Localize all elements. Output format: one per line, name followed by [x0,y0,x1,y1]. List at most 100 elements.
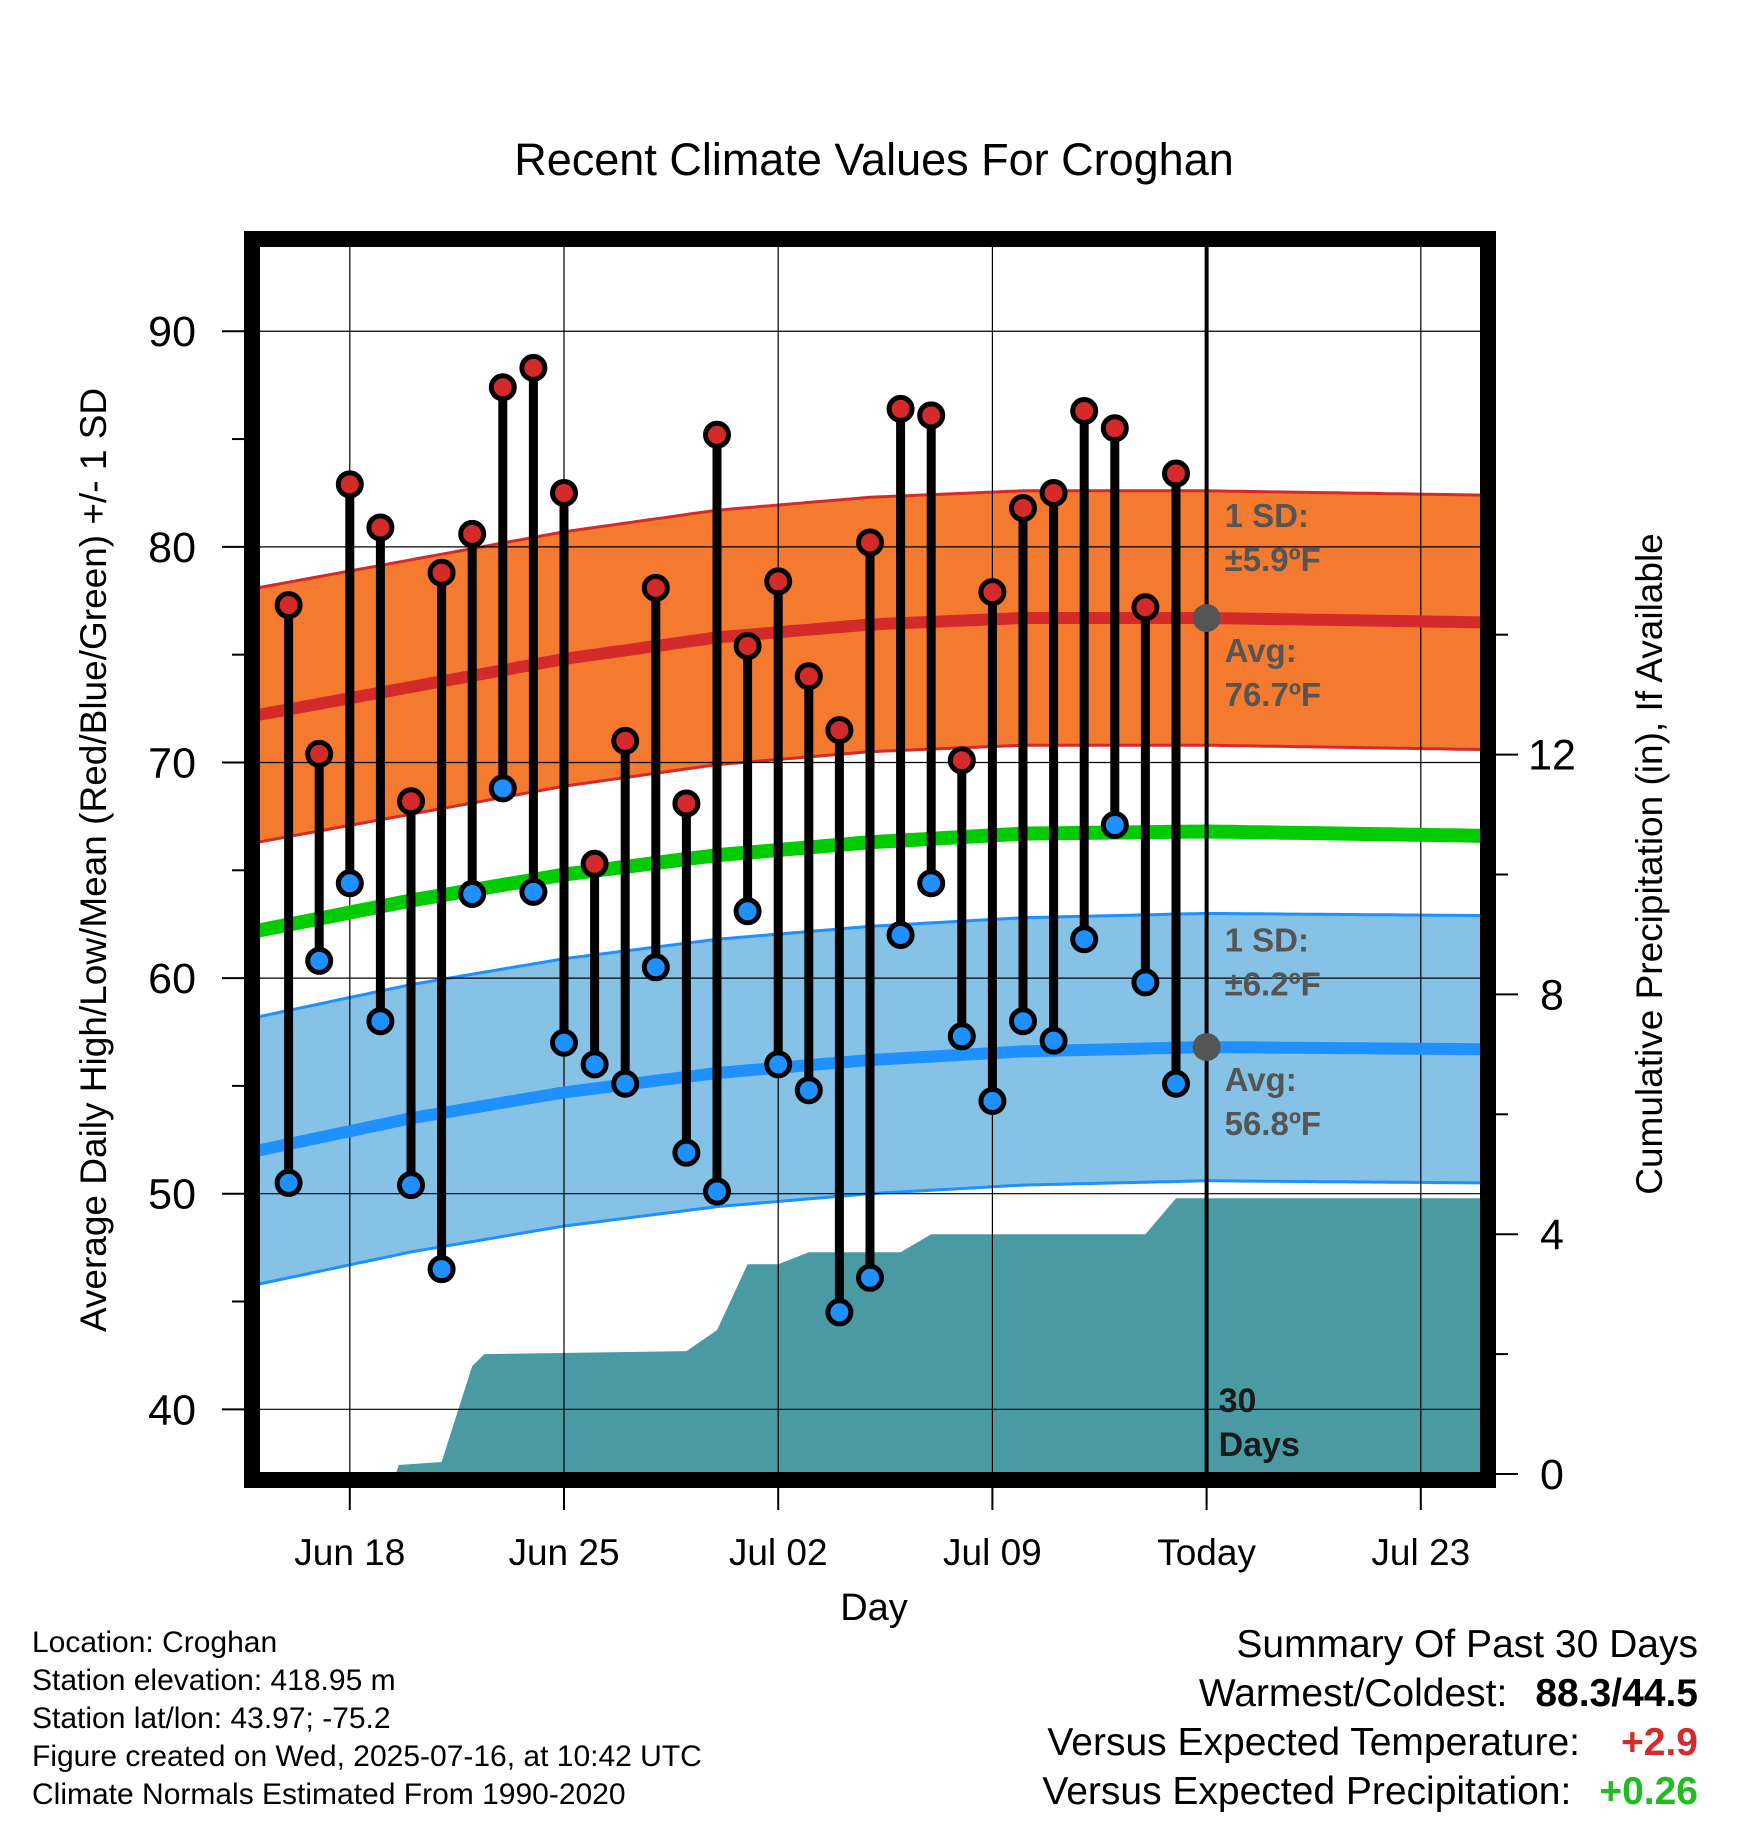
y-axis-right-label: Cumulative Precipitation (in), If Availa… [1629,533,1670,1195]
high-point-26 [1039,478,1068,507]
high-point-24 [978,578,1007,607]
warm-cold-label: Warmest/Coldest: [1198,1672,1508,1715]
high-point-3 [335,470,364,499]
y-left-tick-label-40: 40 [148,1386,196,1434]
low-point-9 [519,877,548,906]
high-point-5 [397,787,425,816]
high-sd-label: 1 SD: [1225,497,1309,534]
period-label-days: Days [1219,1426,1300,1464]
y-left-tick-label-70: 70 [148,739,196,787]
high-point-9 [519,353,548,382]
temp-label: Versus Expected Temperature: [1047,1721,1580,1764]
low-point-24 [978,1086,1007,1115]
high-point-18 [794,662,823,691]
warm-cold-value: 88.3/44.5 [1535,1672,1698,1715]
precip-value: +0.26 [1599,1770,1698,1813]
summary-warm-cold: Warmest/Coldest: 88.3/44.5 [1042,1669,1698,1718]
high-point-19 [825,716,854,745]
summary-temp: Versus Expected Temperature: +2.9 [1042,1718,1698,1767]
low-point-7 [458,879,487,908]
summary-precip: Versus Expected Precipitation: +0.26 [1042,1767,1698,1816]
y-left-tick-label-60: 60 [148,955,196,1003]
high-avg-value: 76.7ºF [1225,676,1321,713]
summary-title: Summary Of Past 30 Days [1236,1623,1698,1666]
low-point-23 [947,1022,976,1051]
low-point-27 [1070,925,1099,954]
high-sd-value: ±5.9ºF [1225,541,1321,578]
y-right-tick-label-12: 12 [1528,732,1576,780]
high-point-17 [764,567,793,596]
high-point-1 [274,591,303,620]
y-right-tick-label-8: 8 [1540,971,1564,1019]
low-point-8 [488,774,517,803]
high-point-29 [1131,593,1160,622]
plot-area: 1 SD: ±5.9ºF Avg: 76.7ºF 1 SD: ±6.2ºF Avg: 56.8… [148,231,1576,1573]
precip-label: Versus Expected Precipitation: [1042,1770,1572,1813]
low-point-1 [274,1168,303,1197]
y-left-tick-label-50: 50 [148,1171,196,1219]
high-point-22 [917,401,946,430]
plot-frame [244,231,1496,1488]
high-point-25 [1009,494,1037,523]
high-sd-upper-edge [257,489,1483,590]
y-right-tick-label-0: 0 [1540,1451,1564,1499]
y-axis-left-label: Average Daily High/Low/Mean (Red/Blue/Gr… [73,388,114,1332]
location-text: Location: Croghan [32,1626,278,1659]
low-point-18 [794,1076,823,1105]
low-point-19 [825,1298,854,1327]
created-text: Figure created on Wed, 2025-07-16, at 10… [32,1740,702,1773]
low-point-20 [856,1263,884,1292]
low-point-22 [917,869,946,898]
low-point-14 [672,1138,701,1167]
high-point-13 [641,573,670,602]
high-point-21 [886,394,915,423]
low-point-26 [1039,1026,1068,1055]
low-point-15 [703,1177,731,1206]
y-left-tick-label-90: 90 [148,308,196,356]
low-point-30 [1162,1069,1190,1098]
low-sd-value: ±6.2ºF [1225,965,1321,1002]
high-point-2 [305,739,334,768]
low-point-12 [611,1069,640,1098]
high-point-16 [733,632,762,661]
low-point-25 [1009,1007,1037,1036]
period-label-number: 30 [1219,1382,1257,1420]
low-sd-label: 1 SD: [1225,921,1309,958]
x-tick-label-17: Jul 02 [729,1532,828,1573]
x-tick-label-3: Jun 18 [294,1532,405,1573]
high-point-12 [611,726,640,755]
low-point-16 [733,897,762,926]
high-point-23 [947,746,976,775]
normals-text: Climate Normals Estimated From 1990-2020 [32,1778,626,1811]
high-point-15 [703,420,731,449]
elevation-text: Station elevation: 418.95 m [32,1664,396,1697]
x-tick-label-31: Today [1157,1532,1256,1573]
low-point-2 [305,946,334,975]
low-point-11 [580,1050,609,1079]
y-left-tick-label-80: 80 [148,524,196,572]
x-tick-label-24: Jul 09 [943,1532,1042,1573]
y-right-tick-label-4: 4 [1540,1211,1564,1259]
high-point-10 [550,478,578,507]
high-point-27 [1070,397,1099,426]
summary-panel: Summary Of Past 30 Days Warmest/Coldest:… [1042,1620,1698,1816]
temp-value: +2.9 [1621,1721,1698,1764]
x-tick-label-10: Jun 25 [508,1532,619,1573]
low-point-6 [427,1255,456,1284]
low-point-29 [1131,968,1160,997]
high-point-28 [1100,414,1129,443]
chart-title: Recent Climate Values For Croghan [514,134,1234,185]
latlon-text: Station lat/lon: 43.97; -75.2 [32,1702,391,1735]
low-avg-value: 56.8ºF [1225,1105,1321,1142]
low-point-21 [886,920,915,949]
precip-area [395,1198,1482,1474]
low-avg-label: Avg: [1225,1061,1297,1098]
high-point-20 [856,528,884,557]
x-axis-label: Day [840,1587,908,1629]
high-point-6 [427,558,456,587]
high-point-14 [672,789,701,818]
station-info: Location: Croghan Station elevation: 418… [32,1624,702,1814]
high-point-30 [1162,459,1190,488]
low-point-5 [397,1171,425,1200]
